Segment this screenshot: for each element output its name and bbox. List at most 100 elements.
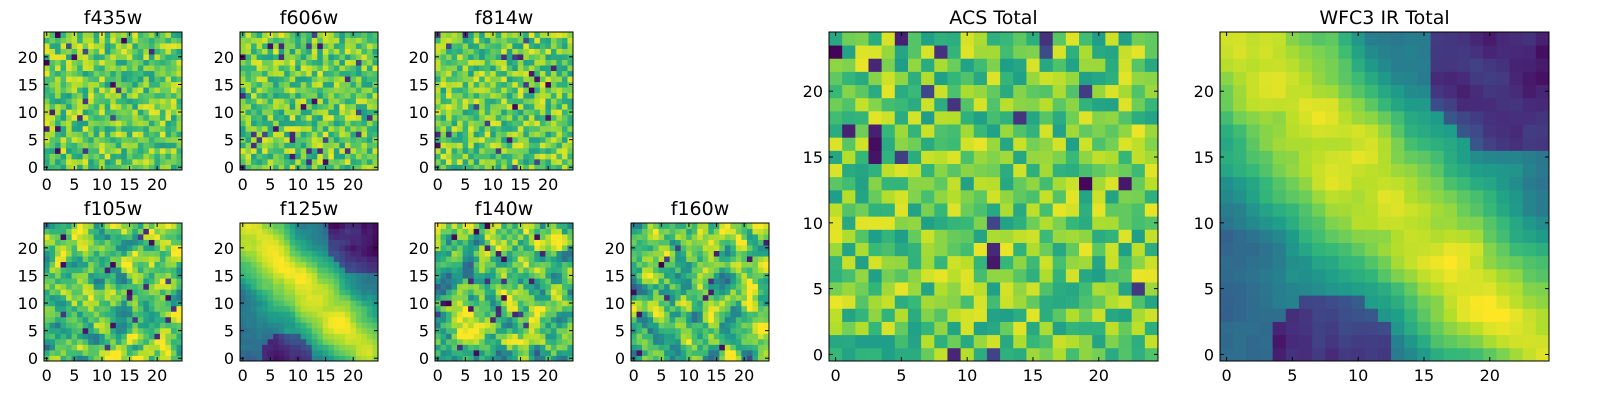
heatmap-cell bbox=[680, 256, 687, 263]
heatmap-cell bbox=[278, 316, 285, 323]
heatmap-cell bbox=[176, 289, 183, 296]
heatmap-cell bbox=[328, 355, 335, 362]
heatmap-cell bbox=[473, 98, 480, 105]
heatmap-cell bbox=[881, 255, 896, 270]
heatmap-cell bbox=[361, 92, 368, 99]
heatmap-cell bbox=[523, 333, 530, 340]
heatmap-cell bbox=[512, 239, 519, 246]
heatmap-cell bbox=[66, 43, 72, 49]
heatmap-cell bbox=[556, 54, 563, 60]
heatmap-cell bbox=[1039, 334, 1054, 349]
heatmap-cell bbox=[262, 261, 268, 268]
heatmap-cell bbox=[501, 256, 508, 263]
heatmap-cell bbox=[523, 294, 530, 301]
heatmap-cell bbox=[361, 355, 368, 362]
heatmap-cell bbox=[451, 70, 458, 77]
heatmap-cell bbox=[473, 267, 480, 274]
heatmap-cell bbox=[473, 316, 480, 323]
heatmap-cell bbox=[724, 283, 731, 290]
heatmap-cell bbox=[708, 223, 715, 229]
heatmap-cell bbox=[719, 349, 726, 356]
heatmap-cell bbox=[457, 65, 463, 72]
heatmap-cell bbox=[306, 54, 313, 60]
heatmap-cell bbox=[484, 164, 491, 171]
heatmap-cell bbox=[104, 142, 111, 149]
heatmap-cell bbox=[132, 59, 139, 66]
heatmap-cell bbox=[973, 163, 988, 178]
heatmap-cell bbox=[267, 120, 274, 127]
heatmap-cell bbox=[148, 272, 155, 279]
heatmap-cell bbox=[490, 344, 497, 351]
heatmap-cell bbox=[1065, 216, 1080, 230]
heatmap-cell bbox=[262, 355, 268, 362]
heatmap-cell bbox=[713, 267, 720, 274]
y-tick-label: 5 bbox=[224, 131, 234, 150]
heatmap-cell bbox=[495, 32, 502, 38]
heatmap-cell bbox=[284, 48, 291, 55]
heatmap-cell bbox=[317, 70, 324, 77]
heatmap-cell bbox=[289, 333, 296, 340]
heatmap-cell bbox=[440, 333, 447, 340]
heatmap-cell bbox=[495, 158, 502, 165]
heatmap-cell bbox=[350, 228, 357, 235]
y-tick-label: 20 bbox=[214, 239, 234, 258]
heatmap-cell bbox=[528, 338, 535, 345]
heatmap-cell bbox=[534, 109, 541, 116]
heatmap-cell bbox=[126, 54, 133, 60]
heatmap-cell bbox=[44, 283, 50, 290]
heatmap-cell bbox=[1013, 176, 1027, 191]
heatmap-cell bbox=[93, 81, 100, 88]
heatmap-cell bbox=[440, 349, 447, 356]
heatmap-cell bbox=[317, 283, 324, 290]
heatmap-cell bbox=[295, 59, 302, 66]
heatmap-cell bbox=[484, 43, 491, 49]
heatmap-cell bbox=[534, 59, 541, 66]
heatmap-cell bbox=[440, 70, 447, 77]
heatmap-cell bbox=[66, 87, 72, 94]
heatmap-cell bbox=[675, 272, 682, 279]
heatmap-cell bbox=[746, 355, 753, 362]
heatmap-cell bbox=[306, 278, 313, 285]
heatmap-cell bbox=[567, 76, 574, 83]
heatmap-cell bbox=[506, 92, 513, 99]
heatmap-cell bbox=[647, 256, 654, 263]
heatmap-cell bbox=[763, 338, 770, 345]
heatmap-cell bbox=[295, 267, 302, 274]
heatmap-cell bbox=[361, 76, 368, 83]
heatmap-cell bbox=[473, 245, 480, 251]
heatmap-cell bbox=[148, 114, 155, 121]
heatmap-cell bbox=[479, 136, 486, 143]
heatmap-cell bbox=[289, 153, 296, 160]
heatmap-cell bbox=[126, 239, 133, 246]
heatmap-cell bbox=[512, 158, 519, 165]
heatmap-cell bbox=[278, 272, 285, 279]
heatmap-cell bbox=[686, 349, 693, 356]
heatmap-cell bbox=[115, 59, 122, 66]
heatmap-cell bbox=[121, 37, 128, 44]
heatmap-cell bbox=[973, 282, 988, 296]
heatmap-cell bbox=[528, 322, 535, 329]
heatmap-cell bbox=[868, 242, 883, 257]
heatmap-cell bbox=[495, 355, 502, 362]
heatmap-cell bbox=[159, 267, 166, 274]
heatmap-cell bbox=[251, 322, 257, 329]
heatmap-cell bbox=[669, 250, 676, 257]
heatmap-cell bbox=[295, 158, 302, 165]
heatmap-cell bbox=[528, 239, 535, 246]
heatmap-cell bbox=[658, 267, 665, 274]
heatmap-cell bbox=[88, 114, 95, 121]
heatmap-cell bbox=[121, 239, 128, 246]
x-tick-label: 15 bbox=[706, 366, 726, 385]
heatmap-cell bbox=[322, 327, 329, 334]
heatmap-cell bbox=[986, 163, 1001, 178]
heatmap-cell bbox=[71, 289, 78, 296]
heatmap-cell bbox=[501, 153, 508, 160]
heatmap-cell bbox=[484, 48, 491, 55]
heatmap-cell bbox=[339, 103, 346, 110]
heatmap-cell bbox=[534, 245, 541, 251]
heatmap-cell bbox=[539, 136, 546, 143]
heatmap-cell bbox=[306, 92, 313, 99]
heatmap-cell bbox=[344, 65, 351, 72]
heatmap-cell bbox=[642, 344, 648, 351]
heatmap-cell bbox=[289, 70, 296, 77]
